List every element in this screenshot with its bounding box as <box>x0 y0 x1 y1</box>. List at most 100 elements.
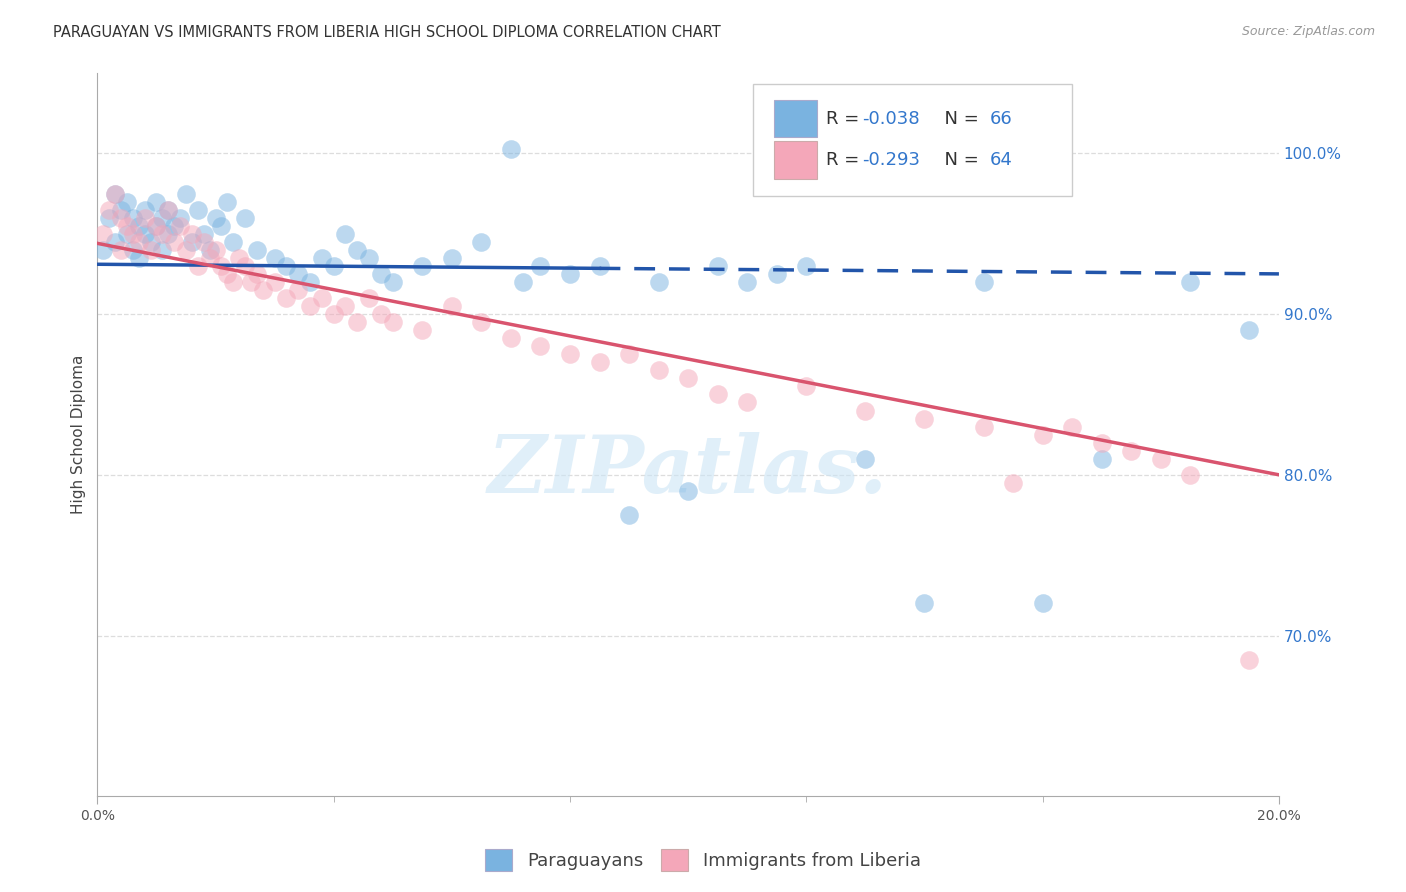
Point <box>706 387 728 401</box>
Point <box>973 275 995 289</box>
Point <box>914 596 936 610</box>
Point <box>1032 596 1054 610</box>
Point <box>104 235 127 249</box>
Point <box>1239 653 1261 667</box>
Point <box>346 243 368 257</box>
Point <box>359 291 381 305</box>
Point <box>139 235 162 249</box>
Text: 66: 66 <box>990 110 1012 128</box>
Point <box>104 186 127 201</box>
Point <box>239 275 262 289</box>
Point <box>311 251 333 265</box>
Point <box>617 347 640 361</box>
Point <box>150 243 173 257</box>
Point <box>233 259 256 273</box>
Point <box>91 243 114 257</box>
Point <box>499 331 522 345</box>
Point <box>115 227 138 241</box>
Point <box>499 142 522 156</box>
Point <box>299 275 322 289</box>
Point <box>370 267 392 281</box>
Text: R =: R = <box>827 151 865 169</box>
Point <box>588 259 610 273</box>
Point <box>1091 451 1114 466</box>
Point <box>169 219 191 233</box>
Point <box>174 243 197 257</box>
Point <box>588 355 610 369</box>
Point <box>222 235 245 249</box>
Point <box>110 243 132 257</box>
Point <box>299 299 322 313</box>
Point <box>110 211 132 225</box>
Point <box>121 243 143 257</box>
Point <box>470 315 492 329</box>
Point <box>794 259 817 273</box>
Point <box>346 315 368 329</box>
Point <box>263 251 285 265</box>
Point <box>853 403 876 417</box>
Point <box>529 259 551 273</box>
Point <box>145 219 167 233</box>
Point <box>157 227 180 241</box>
Point <box>134 211 156 225</box>
Point <box>529 339 551 353</box>
Point <box>1180 275 1202 289</box>
Point <box>558 347 581 361</box>
Text: -0.038: -0.038 <box>862 110 920 128</box>
Point <box>115 219 138 233</box>
Point <box>150 211 173 225</box>
Point <box>217 194 239 209</box>
Text: ZIPatlas.: ZIPatlas. <box>488 432 889 509</box>
Point <box>676 483 699 498</box>
Point <box>217 267 239 281</box>
Point <box>617 508 640 522</box>
Point <box>411 259 433 273</box>
Point <box>104 186 127 201</box>
FancyBboxPatch shape <box>754 84 1073 196</box>
Point <box>973 419 995 434</box>
Y-axis label: High School Diploma: High School Diploma <box>72 355 86 515</box>
Point <box>128 235 150 249</box>
Text: R =: R = <box>827 110 865 128</box>
Point <box>335 299 357 313</box>
Point <box>98 211 121 225</box>
Point <box>765 267 787 281</box>
Point <box>169 211 191 225</box>
Point <box>204 243 226 257</box>
Point <box>157 202 180 217</box>
Point <box>647 275 669 289</box>
Point <box>359 251 381 265</box>
Point <box>128 251 150 265</box>
Point <box>157 202 180 217</box>
Point <box>98 202 121 217</box>
Text: PARAGUAYAN VS IMMIGRANTS FROM LIBERIA HIGH SCHOOL DIPLOMA CORRELATION CHART: PARAGUAYAN VS IMMIGRANTS FROM LIBERIA HI… <box>53 25 721 40</box>
Point <box>1062 419 1084 434</box>
Point <box>647 363 669 377</box>
Point <box>128 219 150 233</box>
Point <box>246 267 269 281</box>
Text: N =: N = <box>932 151 984 169</box>
Point <box>276 291 298 305</box>
Point <box>1150 451 1173 466</box>
Point <box>287 283 309 297</box>
Point <box>381 315 404 329</box>
Point <box>311 291 333 305</box>
Point <box>558 267 581 281</box>
Point <box>115 194 138 209</box>
Point <box>470 235 492 249</box>
FancyBboxPatch shape <box>775 100 817 137</box>
Point <box>735 275 758 289</box>
Point <box>335 227 357 241</box>
Point <box>187 259 209 273</box>
Point <box>440 251 463 265</box>
Point <box>134 227 156 241</box>
Point <box>180 227 202 241</box>
Point <box>193 235 215 249</box>
Point <box>145 219 167 233</box>
Point <box>228 251 250 265</box>
Point <box>145 194 167 209</box>
Point <box>1002 475 1025 490</box>
Point <box>174 186 197 201</box>
Point <box>252 283 274 297</box>
Point <box>794 379 817 393</box>
